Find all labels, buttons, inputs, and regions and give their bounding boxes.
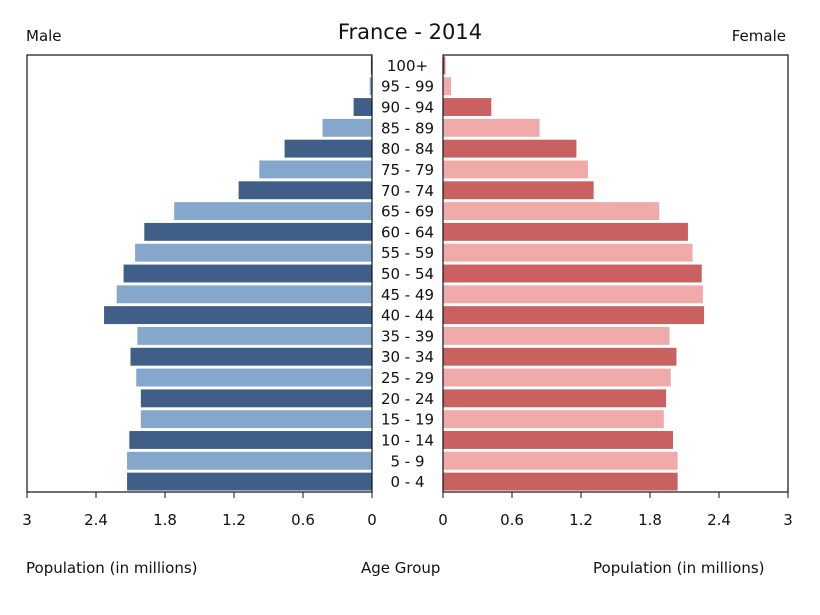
age-group-axis-label: Age Group — [361, 559, 441, 577]
female-bar — [443, 472, 678, 491]
male-bar — [353, 98, 372, 116]
plot-frames — [26, 54, 789, 493]
bars-group — [104, 56, 705, 491]
age-group-label: 10 - 14 — [381, 431, 434, 449]
x-axis-ticks: 3 2.4 1.8 1.2 0.6 0 0 0.6 1.2 1.8 2.4 3 — [22, 492, 793, 529]
age-group-label: 15 - 19 — [381, 411, 434, 429]
male-bar — [123, 264, 372, 283]
age-group-label: 80 - 84 — [381, 140, 434, 158]
male-bar — [116, 285, 372, 304]
age-group-label: 0 - 4 — [390, 473, 424, 491]
female-plot-frame — [442, 54, 789, 493]
male-bar — [137, 326, 372, 345]
age-group-label: 25 - 29 — [381, 369, 434, 387]
female-bar — [443, 368, 671, 387]
female-bar — [443, 347, 677, 366]
age-group-label: 55 - 59 — [381, 244, 434, 262]
age-group-labels: 0 - 4 5 - 9 10 - 14 15 - 19 20 - 24 25 - 29 30… — [381, 57, 434, 491]
female-x-axis-label: Population (in millions) — [593, 559, 765, 577]
male-tick-label: 3 — [22, 511, 32, 529]
female-tick-label: 3 — [783, 511, 793, 529]
male-tick-label: 0 — [367, 511, 377, 529]
age-group-label: 90 - 94 — [381, 99, 434, 117]
age-group-label: 95 - 99 — [381, 78, 434, 96]
male-tick-label: 1.8 — [153, 511, 177, 529]
male-label: Male — [26, 27, 62, 45]
male-tick-label: 0.6 — [291, 511, 315, 529]
female-bar — [443, 389, 667, 408]
female-bar — [443, 98, 492, 116]
chart-title: France - 2014 — [337, 20, 483, 44]
age-group-label: 50 - 54 — [381, 265, 434, 283]
age-group-label: 45 - 49 — [381, 286, 434, 304]
age-group-label: 20 - 24 — [381, 390, 434, 408]
female-bar — [443, 181, 594, 200]
female-bar — [443, 222, 688, 241]
male-bar — [259, 160, 372, 179]
female-tick-label: 1.8 — [638, 511, 662, 529]
male-bar — [144, 222, 372, 241]
male-plot-frame — [26, 54, 373, 493]
female-tick-label: 1.2 — [569, 511, 593, 529]
male-bar — [322, 118, 372, 137]
age-group-label: 85 - 89 — [381, 119, 434, 137]
female-tick-label: 0.6 — [500, 511, 524, 529]
age-group-label: 100+ — [387, 57, 428, 75]
male-bar — [140, 410, 372, 429]
female-tick-label: 0 — [438, 511, 448, 529]
male-bar — [284, 139, 372, 158]
male-bar — [136, 368, 372, 387]
male-bar — [127, 472, 372, 491]
male-bar — [135, 243, 372, 262]
male-bar — [369, 77, 372, 96]
age-group-label: 65 - 69 — [381, 203, 434, 221]
age-group-label: 35 - 39 — [381, 327, 434, 345]
female-bar — [443, 326, 670, 345]
age-group-label: 60 - 64 — [381, 223, 434, 241]
female-bar — [443, 264, 702, 283]
female-bar — [443, 56, 446, 75]
age-group-label: 75 - 79 — [381, 161, 434, 179]
female-bar — [443, 431, 673, 449]
male-bar — [104, 306, 373, 325]
age-group-label: 30 - 34 — [381, 348, 434, 366]
female-bar — [443, 118, 540, 137]
age-group-label: 5 - 9 — [390, 452, 424, 470]
male-bar — [127, 451, 372, 470]
female-bar — [443, 202, 660, 221]
age-group-label: 40 - 44 — [381, 307, 434, 325]
age-group-label: 70 - 74 — [381, 182, 434, 200]
male-tick-label: 2.4 — [84, 511, 108, 529]
female-bar — [443, 451, 678, 470]
female-label: Female — [731, 27, 786, 45]
female-bar — [443, 139, 577, 158]
female-bar — [443, 243, 693, 262]
male-x-axis-label: Population (in millions) — [26, 559, 198, 577]
male-bar — [130, 347, 372, 366]
female-bar — [443, 285, 703, 304]
male-bar — [129, 431, 372, 449]
male-tick-label: 1.2 — [222, 511, 246, 529]
female-bar — [443, 77, 452, 96]
male-bar — [238, 181, 372, 200]
female-bar — [443, 160, 588, 179]
female-bar — [443, 410, 664, 429]
female-tick-label: 2.4 — [707, 511, 731, 529]
male-bar — [174, 202, 372, 221]
female-bar — [443, 306, 705, 325]
male-bar — [140, 389, 372, 408]
